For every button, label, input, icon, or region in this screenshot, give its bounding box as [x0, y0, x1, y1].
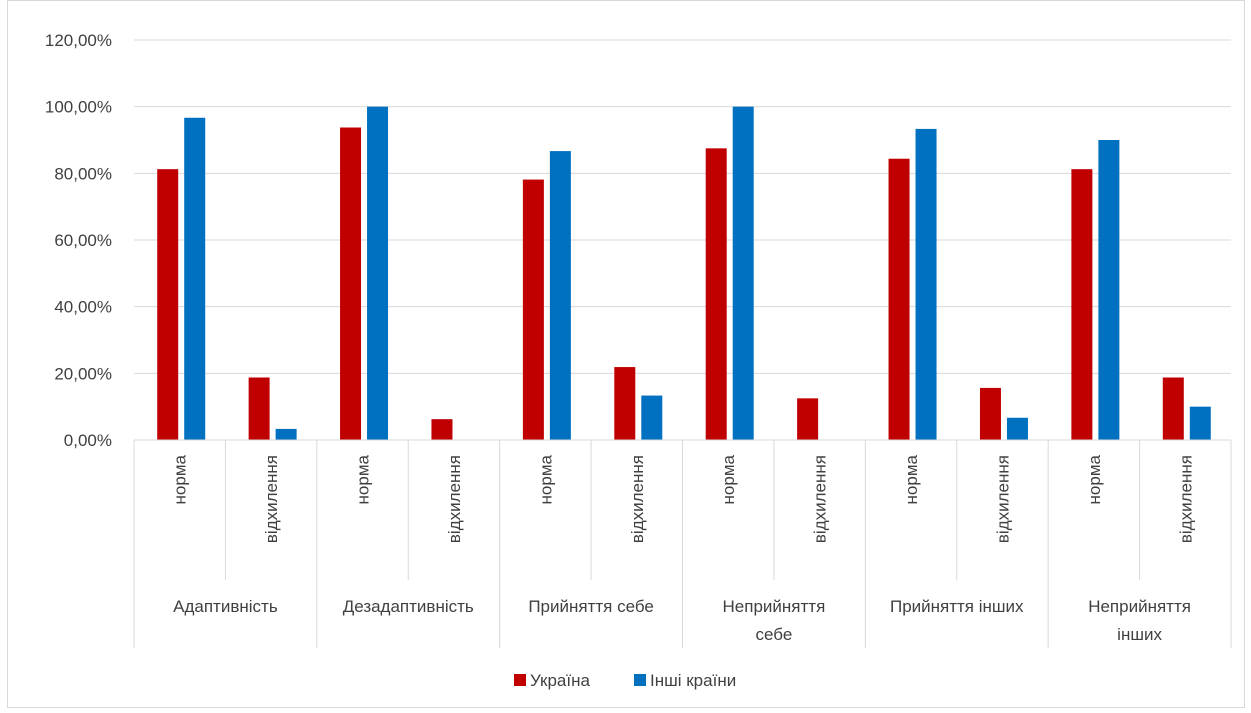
bar — [732, 106, 754, 441]
bar — [340, 127, 362, 440]
subcategory-label: норма — [536, 454, 555, 504]
subcategory-label: норма — [354, 454, 373, 504]
bar — [915, 128, 937, 440]
y-tick-label: 60,00% — [54, 231, 112, 250]
bar — [367, 106, 389, 441]
bar — [1098, 140, 1120, 440]
legend-swatch — [634, 674, 646, 686]
subcategory-label: норма — [171, 454, 190, 504]
bar — [157, 169, 179, 440]
group-label: Дезадаптивність — [343, 597, 474, 616]
subcategory-label: норма — [719, 454, 738, 504]
bar — [431, 419, 453, 440]
bar — [641, 395, 663, 440]
subcategory-label: відхилення — [1176, 455, 1195, 543]
subcategory-label: відхилення — [811, 455, 830, 543]
group-label: інших — [1117, 625, 1162, 644]
subcategory-label: відхилення — [628, 455, 647, 543]
bar — [184, 117, 206, 441]
bar — [979, 387, 1001, 440]
gridlines — [134, 39, 1231, 374]
subcategory-label: норма — [902, 454, 921, 504]
bar — [248, 377, 270, 440]
group-label: Неприйняття — [723, 597, 826, 616]
group-label: Прийняття себе — [528, 597, 654, 616]
bar — [549, 151, 571, 440]
legend-label: Україна — [530, 671, 590, 690]
subcategory-label: відхилення — [993, 455, 1012, 543]
bar — [797, 398, 819, 440]
legend: Україна Інші країни — [514, 671, 736, 690]
group-label: Адаптивність — [173, 597, 278, 616]
bar — [614, 367, 636, 440]
group-label: Неприйняття — [1088, 597, 1191, 616]
y-tick-label: 0,00% — [64, 431, 112, 450]
y-tick-label: 40,00% — [54, 298, 112, 317]
group-label: Прийняття інших — [890, 597, 1024, 616]
bar — [888, 158, 910, 440]
y-tick-label: 100,00% — [45, 98, 112, 117]
legend-swatch — [514, 674, 526, 686]
bar — [275, 428, 297, 440]
bar — [522, 179, 544, 441]
group-label: себе — [756, 625, 793, 644]
y-tick-label: 120,00% — [45, 31, 112, 50]
y-tick-label: 20,00% — [54, 364, 112, 383]
subcategory-label: відхилення — [262, 455, 281, 543]
bar — [1162, 377, 1184, 440]
y-tick-label: 80,00% — [54, 164, 112, 183]
legend-label: Інші країни — [650, 671, 736, 690]
x-axis: норма відхилення норма відхилення норма відхи… — [133, 439, 1232, 648]
bar — [705, 148, 727, 441]
subcategory-label: відхилення — [445, 455, 464, 543]
subcategory-label: норма — [1085, 454, 1104, 504]
bars — [157, 106, 1211, 441]
chart-frame — [7, 0, 1245, 708]
bar — [1189, 406, 1211, 440]
bar — [1006, 417, 1028, 440]
y-axis-tick-labels: 0,00% 20,00% 40,00% 60,00% 80,00% 100,00% 120,… — [45, 31, 112, 450]
bar — [1071, 169, 1093, 440]
